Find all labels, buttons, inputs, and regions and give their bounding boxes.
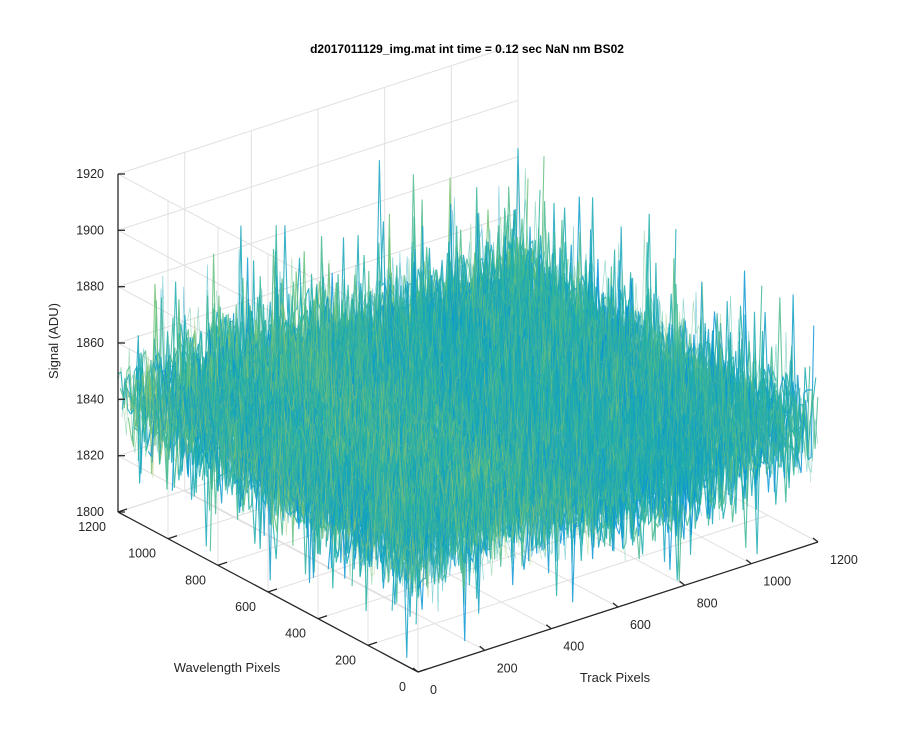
surface-column — [499, 201, 800, 475]
y-tick-label: 1200 — [78, 520, 106, 534]
z-tick-label: 1920 — [76, 167, 104, 181]
x-tick-mark — [679, 580, 686, 586]
surface-column — [357, 281, 659, 510]
y-axis-label: Wavelength Pixels — [174, 660, 281, 675]
axes — [117, 173, 819, 673]
y-tick-mark — [217, 561, 228, 566]
x-tick-mark — [479, 645, 486, 651]
z-tick-label: 1840 — [76, 392, 104, 406]
surface-mesh — [117, 148, 819, 658]
z-tick-label: 1860 — [76, 336, 104, 350]
surface-column — [386, 257, 688, 488]
y-tick-label: 800 — [185, 573, 206, 587]
x-tick-mark — [612, 602, 619, 608]
x-tick-label: 0 — [430, 683, 437, 697]
surface-column — [426, 274, 728, 490]
x-tick-label: 600 — [630, 618, 651, 632]
z-tick-label: 1900 — [76, 223, 104, 237]
tick-labels: 1800 1820 1840 1860 1880 1900 1920 0 200 400 600 80… — [76, 167, 858, 697]
x-tick-mark — [412, 667, 419, 673]
x-tick-label: 400 — [563, 640, 584, 654]
z-tick-label: 1820 — [76, 449, 104, 463]
grid-line — [184, 489, 485, 651]
x-tick-mark — [745, 559, 752, 565]
x-tick-label: 1000 — [763, 575, 791, 589]
y-tick-mark — [417, 668, 428, 673]
chart-title: d2017011129_img.mat int time = 0.12 sec … — [310, 42, 624, 56]
x-tick-label: 800 — [697, 596, 718, 610]
surface-column — [510, 229, 811, 483]
x-tick-label: 1200 — [830, 553, 858, 567]
y-tick-mark — [117, 508, 128, 513]
surface-column — [390, 257, 691, 505]
y-tick-mark — [167, 535, 178, 540]
y-tick-mark — [317, 615, 328, 620]
surface-column — [176, 301, 477, 563]
surface-column — [506, 242, 808, 463]
y-tick-mark — [367, 641, 378, 646]
y-tick-label: 400 — [285, 627, 306, 641]
y-tick-label: 0 — [399, 680, 406, 694]
x-axis-label: Track Pixels — [580, 670, 651, 685]
y-tick-label: 600 — [235, 600, 256, 614]
x-tick-mark — [545, 624, 552, 630]
y-tick-label: 1000 — [128, 547, 156, 561]
x-tick-mark — [812, 537, 819, 543]
surface-column — [517, 233, 819, 474]
z-tick-label: 1800 — [76, 505, 104, 519]
y-tick-label: 200 — [335, 653, 356, 667]
y-tick-mark — [267, 588, 278, 593]
z-tick-label: 1880 — [76, 280, 104, 294]
z-axis-label: Signal (ADU) — [46, 303, 61, 379]
x-tick-label: 200 — [497, 661, 518, 675]
